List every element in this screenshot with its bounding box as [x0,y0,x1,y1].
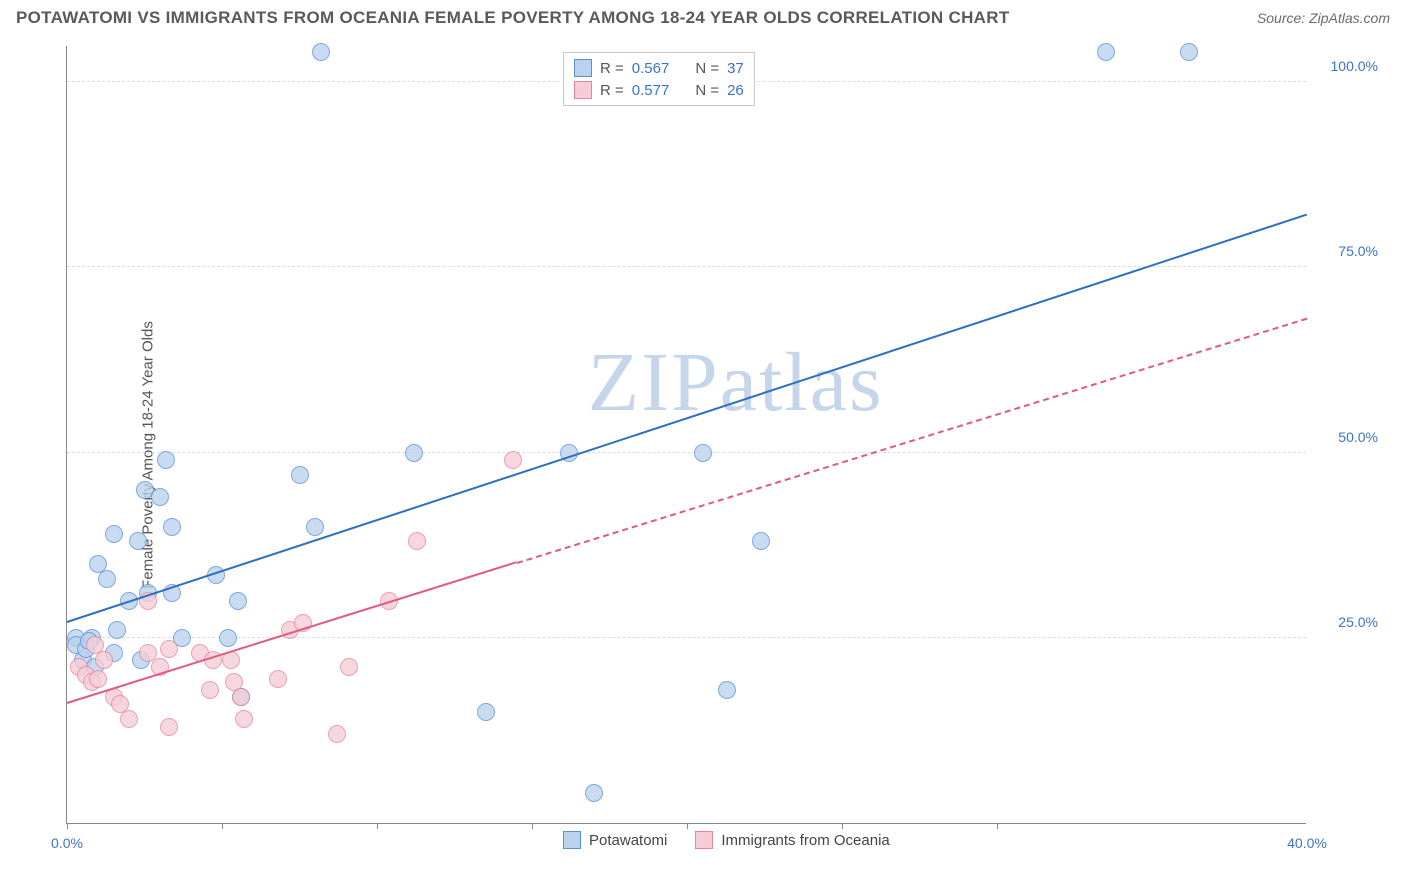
chart-title: POTAWATOMI VS IMMIGRANTS FROM OCEANIA FE… [16,8,1010,28]
data-point [269,670,287,688]
data-point [408,532,426,550]
legend-swatch [574,59,592,77]
n-label: N = [695,60,719,77]
data-point [89,670,107,688]
legend-series: Potawatomi Immigrants from Oceania [563,829,890,851]
x-tick-mark [377,823,378,829]
x-tick-mark [222,823,223,829]
data-point [232,688,250,706]
plot-region: 25.0%50.0%75.0%100.0%0.0%40.0%ZIPatlasR … [66,46,1306,824]
r-label: R = [600,82,624,99]
data-point [718,681,736,699]
gridline-h [67,452,1306,453]
legend-series-item: Immigrants from Oceania [695,829,889,851]
data-point [752,532,770,550]
data-point [129,532,147,550]
source-label: Source: ZipAtlas.com [1257,10,1390,28]
data-point [291,466,309,484]
y-tick-label: 25.0% [1314,614,1378,630]
series-name: Potawatomi [589,832,667,849]
gridline-h [67,266,1306,267]
data-point [157,451,175,469]
trend-line [516,317,1307,563]
data-point [235,710,253,728]
data-point [306,518,324,536]
x-tick-label: 40.0% [1287,835,1327,851]
data-point [95,651,113,669]
data-point [160,718,178,736]
data-point [477,703,495,721]
data-point [694,444,712,462]
legend-swatch [563,831,581,849]
data-point [120,710,138,728]
legend-swatch [695,831,713,849]
legend-series-item: Potawatomi [563,829,667,851]
data-point [98,570,116,588]
x-tick-mark [67,823,68,829]
chart-area: Female Poverty Among 18-24 Year Olds 25.… [16,36,1390,874]
x-tick-label: 0.0% [51,835,83,851]
data-point [1097,43,1115,61]
data-point [1180,43,1198,61]
legend-row: R = 0.577 N = 26 [574,79,744,101]
r-label: R = [600,60,624,77]
source-prefix: Source: [1257,10,1309,26]
data-point [105,525,123,543]
r-value: 0.567 [632,60,670,77]
trend-line [67,562,517,705]
data-point [139,644,157,662]
n-value: 37 [727,60,744,77]
data-point [229,592,247,610]
data-point [201,681,219,699]
data-point [163,518,181,536]
data-point [160,640,178,658]
n-label: N = [695,82,719,99]
legend-row: R = 0.567 N = 37 [574,57,744,79]
data-point [585,784,603,802]
y-tick-label: 100.0% [1314,58,1378,74]
data-point [108,621,126,639]
legend-swatch [574,81,592,99]
data-point [219,629,237,647]
data-point [340,658,358,676]
watermark: ZIPatlas [588,334,884,431]
data-point [312,43,330,61]
x-tick-mark [532,823,533,829]
trend-line [67,213,1308,622]
gridline-h [67,637,1306,638]
x-tick-mark [997,823,998,829]
y-tick-label: 75.0% [1314,243,1378,259]
data-point [328,725,346,743]
data-point [151,488,169,506]
y-tick-label: 50.0% [1314,429,1378,445]
source-name: ZipAtlas.com [1309,10,1390,26]
legend-correlation: R = 0.567 N = 37 R = 0.577 N = 26 [563,52,755,106]
series-name: Immigrants from Oceania [721,832,889,849]
data-point [504,451,522,469]
r-value: 0.577 [632,82,670,99]
n-value: 26 [727,82,744,99]
data-point [405,444,423,462]
